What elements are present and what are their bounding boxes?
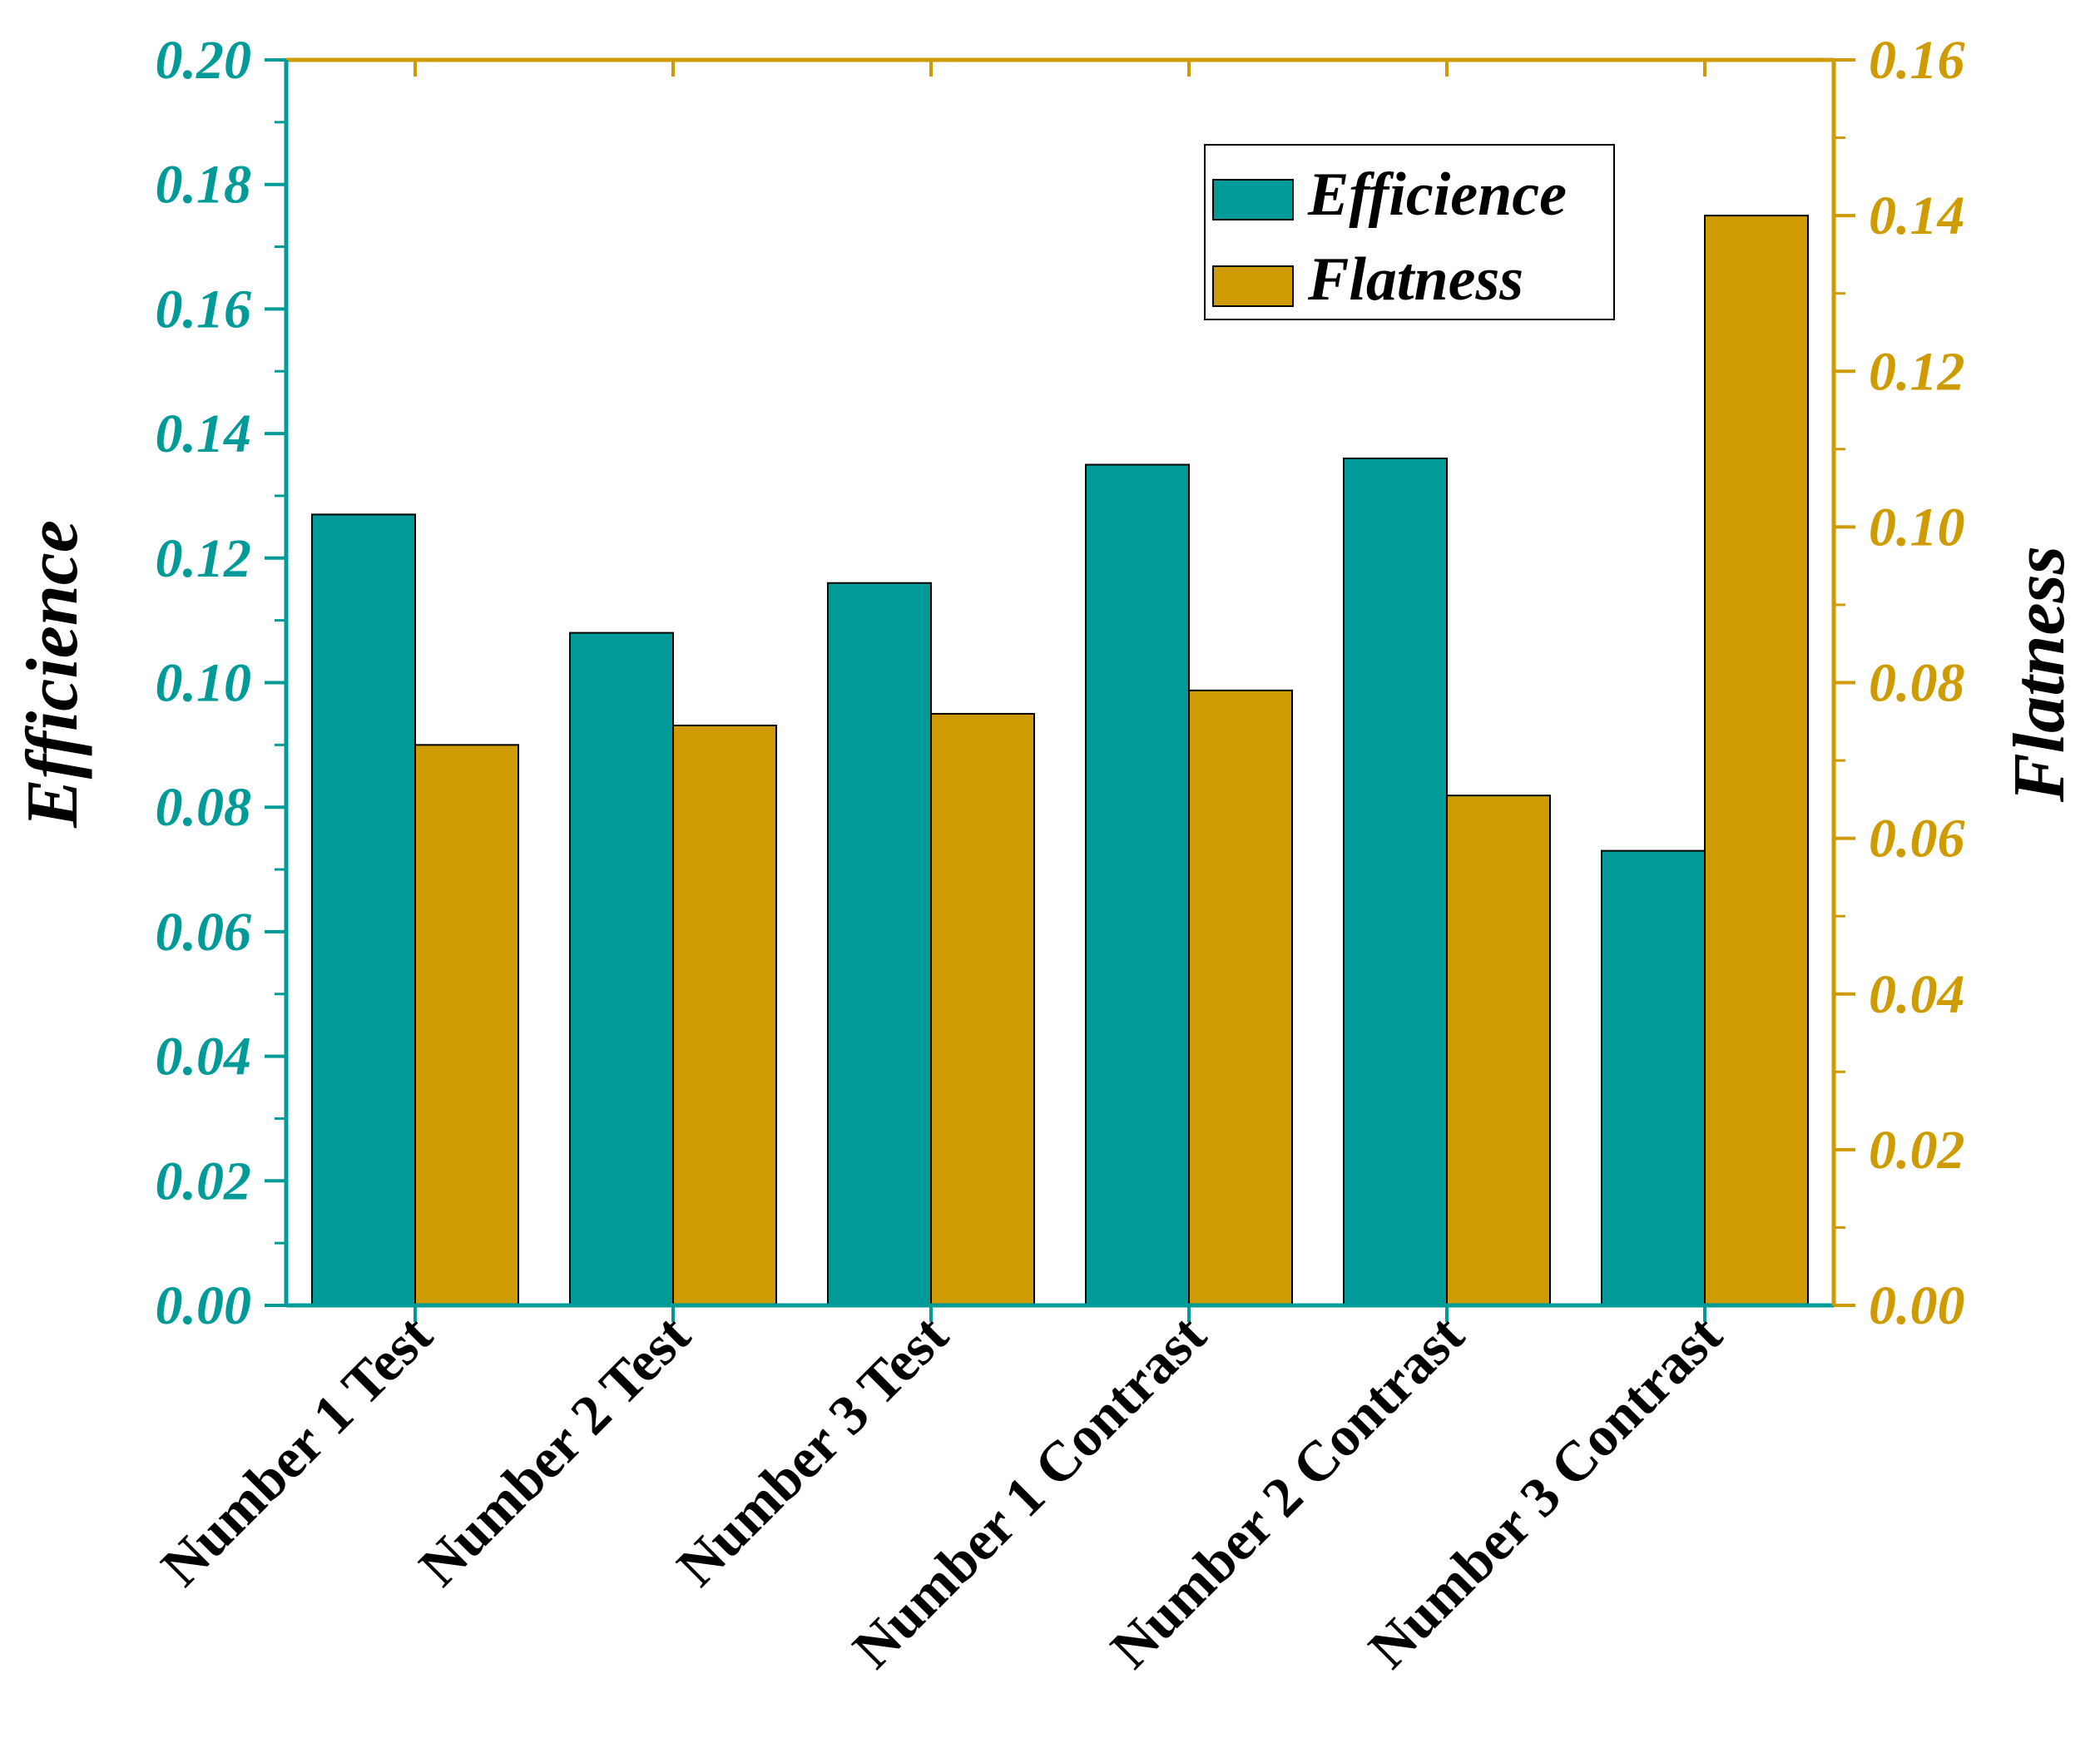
y2-tick-label: 0.12 — [1869, 341, 1965, 402]
legend-label-efficience: Efficience — [1307, 161, 1567, 229]
y-tick-label: 0.14 — [156, 404, 252, 464]
legend-label-flatness: Flatness — [1307, 245, 1523, 314]
right-axis-title: Flatness — [1999, 546, 2080, 803]
bar-efficience-4 — [1085, 463, 1190, 1306]
right-axis-ticks: 0.00 0.02 0.04 0.06 0.08 0.10 0.12 0.14 0.16 — [1834, 30, 1965, 1336]
bar-flatness-4 — [1188, 689, 1293, 1306]
legend: Efficience Flatness — [1204, 144, 1615, 320]
y2-tick-label: 0.14 — [1869, 186, 1965, 246]
y2-tick-label: 0.10 — [1869, 497, 1965, 557]
y-tick-label: 0.12 — [156, 528, 252, 589]
y-tick-label: 0.18 — [156, 155, 252, 215]
x-tick-label: Number 1 Test — [149, 1303, 444, 1598]
bar-efficience-1 — [311, 513, 416, 1306]
x-tick-label: Number 3 Test — [665, 1303, 960, 1598]
bars-layer — [311, 215, 1809, 1306]
y-tick-label: 0.08 — [156, 777, 252, 838]
legend-swatch-flatness — [1212, 265, 1294, 307]
legend-swatch-efficience — [1212, 179, 1294, 220]
left-axis-title: Efficience — [12, 520, 93, 829]
y-tick-label: 0.06 — [156, 902, 252, 963]
y-tick-label: 0.04 — [156, 1027, 252, 1087]
bar-efficience-5 — [1343, 458, 1448, 1306]
x-tick-label: Number 2 Test — [407, 1303, 702, 1598]
y2-tick-label: 0.06 — [1869, 809, 1965, 869]
bar-flatness-1 — [414, 744, 519, 1306]
y2-tick-label: 0.04 — [1869, 964, 1965, 1025]
bar-efficience-2 — [569, 631, 674, 1306]
y-tick-label: 0.16 — [156, 279, 252, 339]
left-axis-ticks: 0.00 0.02 0.04 0.06 0.08 0.10 0.12 0.14 0.16 0.18… — [156, 30, 286, 1336]
y-tick-label: 0.02 — [156, 1151, 252, 1211]
y2-tick-label: 0.16 — [1869, 30, 1965, 91]
bar-efficience-6 — [1601, 849, 1706, 1306]
bar-flatness-6 — [1704, 215, 1809, 1306]
y-tick-label: 0.10 — [156, 653, 252, 714]
y2-tick-label: 0.08 — [1869, 653, 1965, 714]
y-tick-label: 0.20 — [156, 30, 252, 91]
bar-flatness-2 — [672, 724, 777, 1306]
bar-flatness-3 — [930, 712, 1035, 1306]
y-tick-label: 0.00 — [156, 1275, 252, 1336]
bar-flatness-5 — [1446, 795, 1551, 1306]
y2-tick-label: 0.00 — [1869, 1275, 1965, 1336]
y2-tick-label: 0.02 — [1869, 1120, 1965, 1181]
bar-efficience-3 — [827, 582, 932, 1306]
